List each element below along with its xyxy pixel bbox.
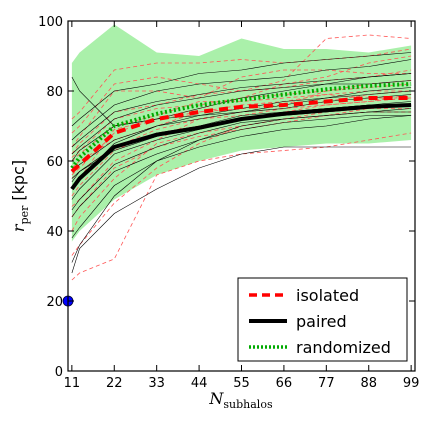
x-tick-label-33: 33 — [148, 376, 165, 391]
y-tick-label-60: 60 — [46, 155, 63, 170]
legend-label-paired: paired — [296, 312, 347, 331]
legend-label-randomized: randomized — [296, 338, 391, 357]
y-axis-label-sub: per — [18, 205, 31, 225]
paired-realization-line-10 — [71, 80, 412, 155]
y-tick-label-0: 0 — [55, 365, 63, 380]
x-axis-label-main: N — [208, 389, 224, 408]
x-tick-label-66: 66 — [276, 376, 293, 391]
isolated-realization-line-9 — [71, 94, 412, 197]
legend: isolated paired randomized — [237, 277, 408, 362]
isolated-realization-line-15 — [71, 83, 412, 158]
paired-realization-line-7 — [71, 59, 412, 141]
x-tick-label-77: 77 — [318, 376, 335, 391]
y-axis-label-main: r — [9, 223, 28, 232]
paired-realization-line-0 — [71, 146, 412, 274]
x-tick-label-22: 22 — [106, 376, 123, 391]
y-axis-label: rper [kpc] — [9, 160, 31, 232]
paired-realization-line-9 — [71, 108, 412, 211]
x-tick-label-99: 99 — [403, 376, 420, 391]
x-tick-label-88: 88 — [360, 376, 377, 391]
isolated-realization-line-4 — [71, 132, 412, 281]
isolated-realization-line-0 — [71, 97, 412, 207]
series-line-isolated — [70, 96, 412, 173]
isolated-realization-line-1 — [71, 80, 412, 190]
isolated-realization-line-3 — [71, 69, 412, 148]
x-axis: 11 22 33 44 55 66 77 88 99 — [64, 21, 420, 391]
y-axis: 0 20 40 60 80 100 — [38, 15, 415, 380]
isolated-realization-line-7 — [71, 34, 412, 155]
y-tick-label-80: 80 — [46, 85, 63, 100]
x-axis-label-sub: subhalos — [223, 398, 273, 411]
paired-realization-line-12 — [71, 115, 412, 263]
legend-label-isolated: isolated — [296, 286, 359, 305]
paired-realization-line-13 — [71, 52, 412, 127]
x-tick-label-11: 11 — [64, 376, 81, 391]
y-tick-label-100: 100 — [38, 15, 63, 30]
y-axis-label-unit: [kpc] — [9, 160, 28, 206]
paired-realization-line-3 — [71, 87, 412, 162]
paired-realization-line-4 — [71, 73, 412, 127]
randomized-range-band — [71, 24, 412, 242]
x-tick-label-44: 44 — [191, 376, 208, 391]
series-line-paired — [70, 103, 412, 191]
isolated-realization-line-14 — [71, 48, 412, 120]
y-tick-label-40: 40 — [46, 225, 63, 240]
paired-realization-line-6 — [71, 115, 412, 239]
y-tick-label-20: 20 — [46, 295, 63, 310]
series-line-randomized — [70, 82, 412, 170]
x-tick-label-55: 55 — [233, 376, 250, 391]
plot-area — [70, 24, 412, 281]
x-axis-label: Nsubhalos — [208, 389, 273, 411]
paired-realization-line-15 — [71, 73, 412, 148]
